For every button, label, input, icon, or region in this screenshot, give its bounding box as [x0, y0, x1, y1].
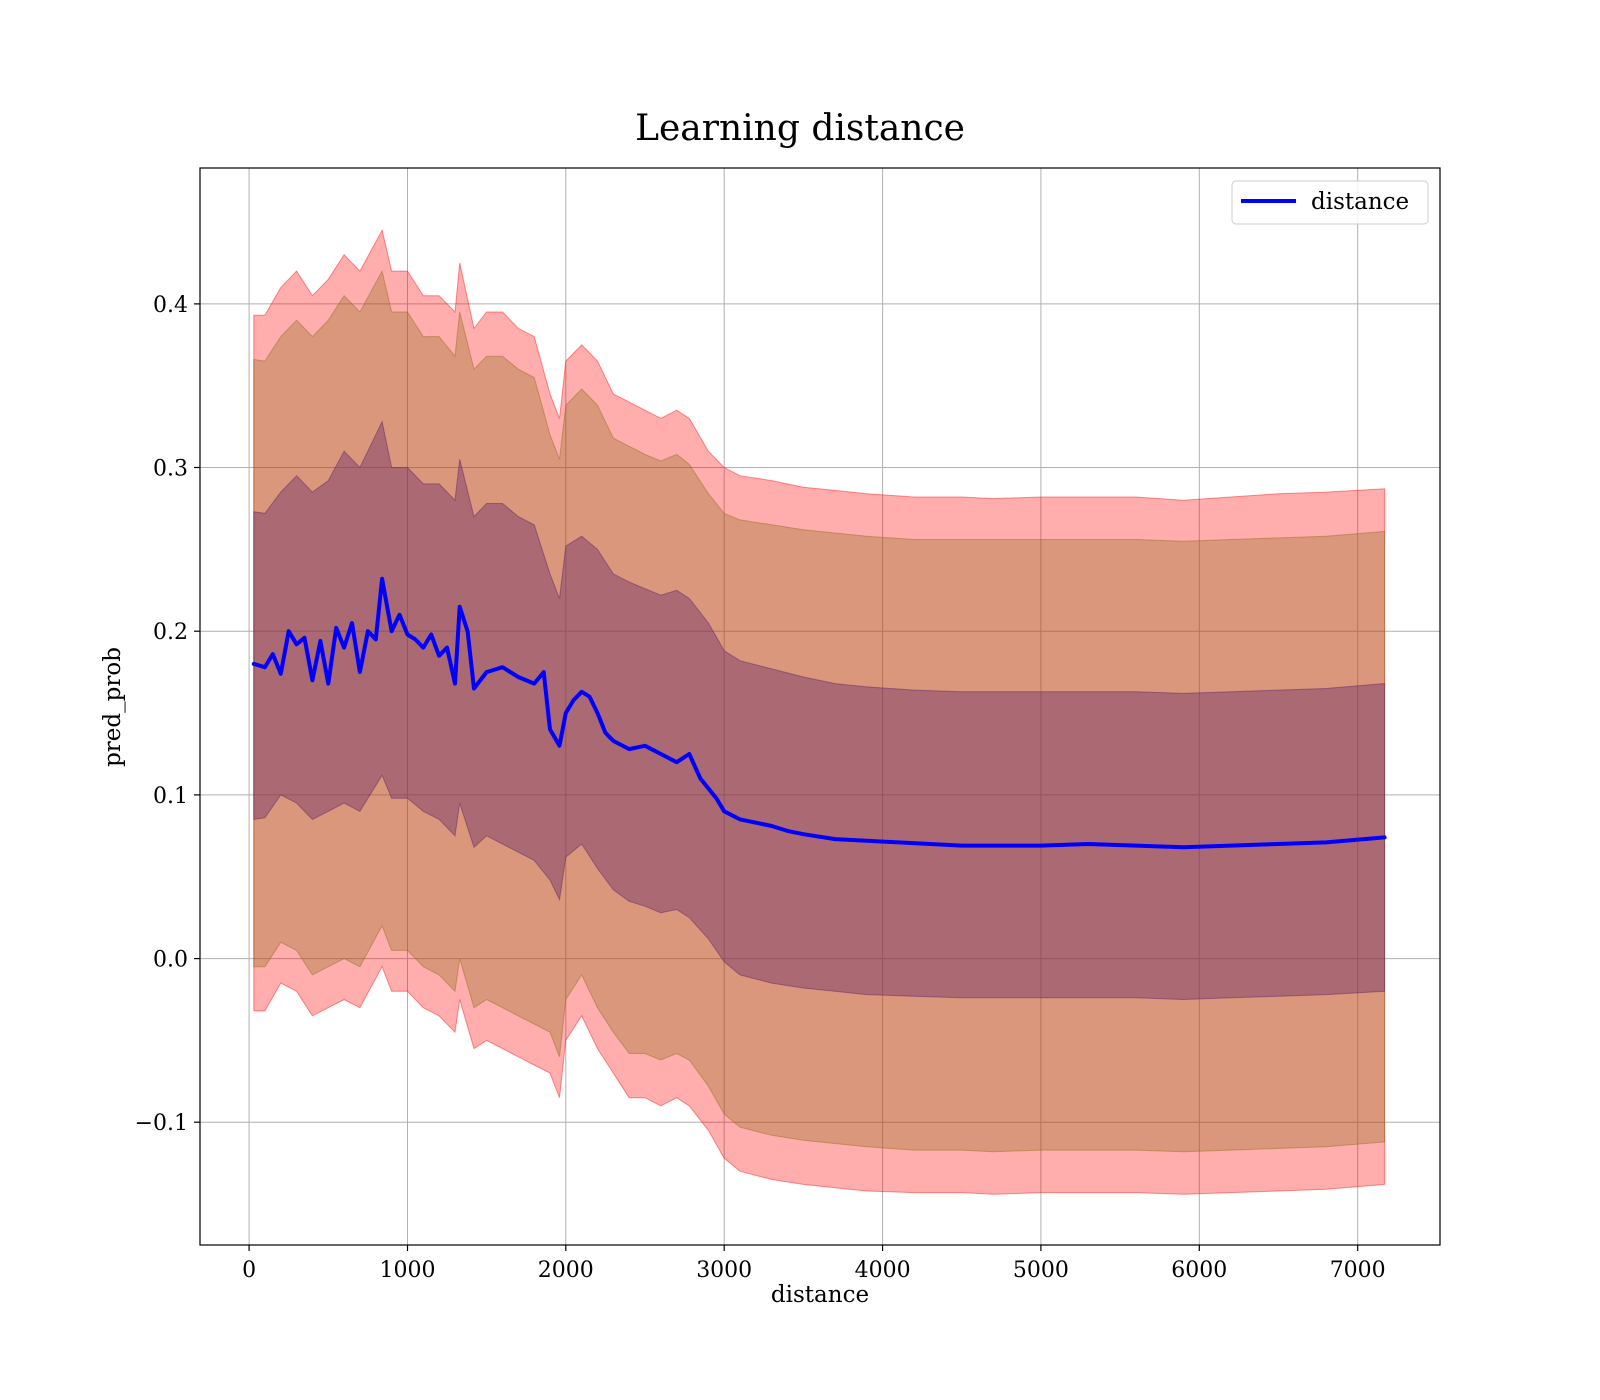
legend-box	[1231, 180, 1429, 225]
y-tick-label: −0.1	[135, 1111, 188, 1136]
series-lines	[251, 576, 1387, 850]
x-tick-label: 7000	[1330, 1258, 1386, 1283]
x-tick-label: 0	[242, 1258, 256, 1283]
confidence-bands	[253, 228, 1386, 1195]
legend: distance	[1231, 180, 1429, 225]
confidence-band-1	[253, 228, 1386, 1195]
plot-frame	[199, 167, 1441, 1246]
x-axis-ticks: 0 1000 2000 3000 4000 5000 6000 7000	[242, 1245, 1386, 1283]
x-tick-label: 6000	[1171, 1258, 1227, 1283]
legend-label: distance	[1311, 189, 1409, 215]
y-tick-label: 0.0	[153, 948, 188, 973]
series-line-distance	[251, 576, 1387, 850]
x-tick-label: 2000	[538, 1258, 594, 1283]
confidence-band-2	[253, 269, 1386, 1153]
y-tick-label: 0.2	[153, 620, 188, 645]
y-tick-label: 0.1	[153, 784, 188, 809]
x-tick-label: 1000	[380, 1258, 436, 1283]
x-tick-label: 5000	[1013, 1258, 1069, 1283]
y-axis-label: pred_prob	[100, 647, 126, 767]
chart-title: Learning distance	[635, 108, 965, 149]
x-tick-label: 4000	[855, 1258, 911, 1283]
confidence-band-3	[253, 420, 1386, 1001]
x-tick-label: 3000	[696, 1258, 752, 1283]
y-tick-label: 0.3	[153, 457, 188, 482]
y-tick-label: 0.4	[153, 293, 188, 318]
y-axis-ticks: −0.1 0.0 0.1 0.2 0.3 0.4	[135, 293, 200, 1136]
x-axis-label: distance	[771, 1282, 869, 1308]
